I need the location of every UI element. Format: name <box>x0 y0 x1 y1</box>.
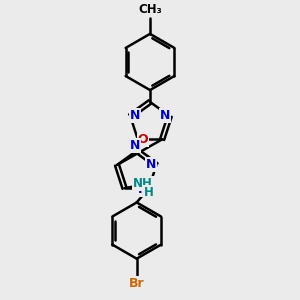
Text: N: N <box>146 158 156 171</box>
Text: N: N <box>160 109 170 122</box>
Text: N: N <box>138 183 148 196</box>
Text: N: N <box>130 139 140 152</box>
Text: N: N <box>130 109 140 122</box>
Text: NH: NH <box>133 177 153 190</box>
Text: H: H <box>144 185 154 199</box>
Text: Br: Br <box>129 277 145 290</box>
Text: CH₃: CH₃ <box>138 3 162 16</box>
Text: O: O <box>138 133 148 146</box>
